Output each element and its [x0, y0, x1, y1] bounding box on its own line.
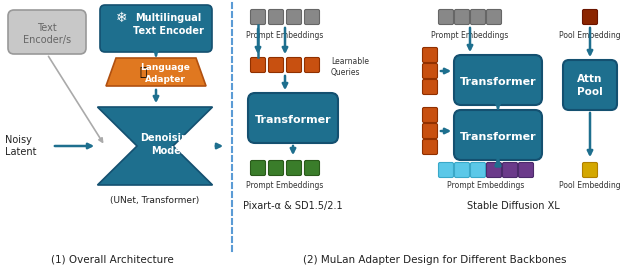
- Text: Learnable: Learnable: [331, 58, 369, 66]
- FancyBboxPatch shape: [470, 163, 486, 177]
- Text: Multilingual: Multilingual: [135, 13, 201, 23]
- FancyBboxPatch shape: [454, 163, 470, 177]
- Text: Text: Text: [37, 23, 57, 33]
- Text: Transformer: Transformer: [255, 115, 332, 125]
- Text: Denoising: Denoising: [141, 133, 195, 143]
- FancyBboxPatch shape: [438, 163, 454, 177]
- Text: Queries: Queries: [331, 69, 360, 77]
- Text: Attn: Attn: [577, 74, 603, 84]
- FancyBboxPatch shape: [287, 160, 301, 176]
- Text: Pool: Pool: [577, 87, 603, 97]
- FancyBboxPatch shape: [582, 9, 598, 25]
- Text: Transformer: Transformer: [460, 77, 536, 87]
- Text: Latent: Latent: [5, 147, 36, 157]
- FancyBboxPatch shape: [422, 48, 438, 62]
- Text: Encoder/s: Encoder/s: [23, 35, 71, 45]
- Text: Prompt Embeddings: Prompt Embeddings: [246, 181, 324, 191]
- FancyBboxPatch shape: [486, 9, 502, 25]
- Text: (UNet, Transformer): (UNet, Transformer): [110, 195, 200, 204]
- FancyBboxPatch shape: [100, 5, 212, 52]
- Text: ❄: ❄: [116, 11, 128, 25]
- FancyBboxPatch shape: [470, 9, 486, 25]
- Polygon shape: [97, 107, 212, 185]
- Text: Transformer: Transformer: [460, 132, 536, 142]
- FancyBboxPatch shape: [422, 63, 438, 79]
- FancyBboxPatch shape: [486, 163, 502, 177]
- Polygon shape: [106, 58, 206, 86]
- FancyBboxPatch shape: [422, 140, 438, 154]
- Text: Language: Language: [140, 62, 190, 72]
- Text: Prompt Embeddings: Prompt Embeddings: [431, 31, 509, 39]
- FancyBboxPatch shape: [422, 107, 438, 123]
- FancyBboxPatch shape: [269, 9, 284, 25]
- Text: Prompt Embeddings: Prompt Embeddings: [246, 31, 324, 39]
- Text: (2) MuLan Adapter Design for Different Backbones: (2) MuLan Adapter Design for Different B…: [303, 255, 567, 265]
- Text: Pixart-α & SD1.5/2.1: Pixart-α & SD1.5/2.1: [243, 201, 343, 211]
- FancyBboxPatch shape: [269, 160, 284, 176]
- Text: Prompt Embeddings: Prompt Embeddings: [447, 181, 525, 191]
- FancyBboxPatch shape: [454, 9, 470, 25]
- FancyBboxPatch shape: [305, 58, 319, 73]
- FancyBboxPatch shape: [422, 79, 438, 94]
- FancyBboxPatch shape: [250, 58, 266, 73]
- FancyBboxPatch shape: [8, 10, 86, 54]
- Text: ❄: ❄: [119, 136, 131, 150]
- Text: 🔥: 🔥: [140, 66, 147, 79]
- FancyBboxPatch shape: [269, 58, 284, 73]
- FancyBboxPatch shape: [582, 163, 598, 177]
- FancyBboxPatch shape: [422, 123, 438, 139]
- FancyBboxPatch shape: [305, 160, 319, 176]
- FancyBboxPatch shape: [438, 9, 454, 25]
- FancyBboxPatch shape: [454, 110, 542, 160]
- Text: Stable Diffusion XL: Stable Diffusion XL: [467, 201, 559, 211]
- FancyBboxPatch shape: [563, 60, 617, 110]
- FancyBboxPatch shape: [454, 55, 542, 105]
- Text: Pool Embedding: Pool Embedding: [559, 181, 621, 191]
- Text: Pool Embedding: Pool Embedding: [559, 31, 621, 39]
- FancyBboxPatch shape: [250, 9, 266, 25]
- FancyBboxPatch shape: [305, 9, 319, 25]
- FancyBboxPatch shape: [502, 163, 518, 177]
- Text: Noisy: Noisy: [5, 135, 32, 145]
- FancyBboxPatch shape: [248, 93, 338, 143]
- Text: (1) Overall Architecture: (1) Overall Architecture: [51, 255, 173, 265]
- Text: Text Encoder: Text Encoder: [132, 26, 204, 36]
- FancyBboxPatch shape: [287, 58, 301, 73]
- FancyBboxPatch shape: [518, 163, 534, 177]
- FancyBboxPatch shape: [250, 160, 266, 176]
- Text: Adapter: Adapter: [145, 75, 186, 83]
- FancyBboxPatch shape: [287, 9, 301, 25]
- Text: Model: Model: [151, 146, 185, 156]
